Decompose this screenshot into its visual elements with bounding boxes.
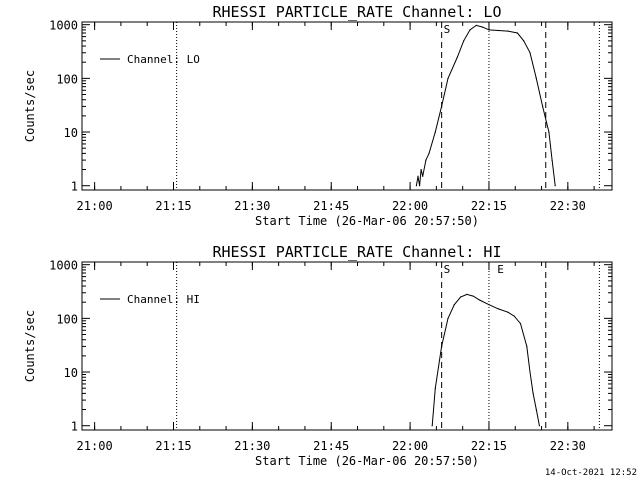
y-tick-label: 100 — [56, 312, 78, 326]
data-point — [488, 304, 490, 306]
x-tick-label: 21:00 — [77, 199, 113, 213]
data-point — [497, 308, 500, 310]
x-tick-label: 22:30 — [550, 439, 586, 453]
data-point — [441, 345, 443, 348]
data-point — [422, 175, 424, 177]
data-point — [497, 29, 500, 32]
data-point — [541, 105, 544, 108]
data-point — [475, 24, 477, 26]
x-tick-label: 21:45 — [313, 199, 349, 213]
y-axis-label: Counts/sec — [23, 70, 37, 142]
data-point — [482, 26, 484, 28]
legend-entry: Channel: HI — [127, 293, 200, 306]
chart-title: RHESSI PARTICLE_RATE Channel: HI — [213, 243, 502, 261]
data-point — [418, 185, 421, 187]
data-point — [478, 299, 481, 301]
plot-frame — [81, 21, 613, 191]
data-point — [417, 175, 419, 177]
legend-entry: Channel: LO — [127, 53, 200, 66]
plot-timestamp: 14-Oct-2021 12:52 — [544, 468, 637, 478]
x-tick-label: 22:15 — [471, 439, 507, 453]
y-axis-label: Counts/sec — [23, 310, 37, 382]
data-point — [507, 30, 509, 32]
marker-s: S — [444, 23, 451, 36]
marker-s: S — [444, 263, 451, 276]
y-tick-label: 10 — [64, 366, 78, 380]
data-point — [519, 322, 522, 325]
x-tick-label: 21:15 — [155, 439, 191, 453]
y-tick-label: 1 — [71, 420, 78, 434]
chart-title: RHESSI PARTICLE_RATE Channel: LO — [213, 3, 502, 21]
x-tick-label: 21:30 — [234, 199, 270, 213]
plot-frame — [81, 261, 613, 431]
data-point — [526, 345, 528, 348]
data-point — [535, 77, 537, 79]
data-point — [488, 29, 490, 31]
chart-panel-1: RHESSI PARTICLE_RATE Channel: LO 1 10 100 10… — [23, 3, 613, 228]
series-line — [415, 24, 556, 186]
data-point — [469, 29, 471, 31]
y-tick-label: 1 — [71, 180, 78, 194]
x-axis-label: Start Time (26-Mar-06 20:57:50) — [255, 214, 479, 228]
data-point — [463, 40, 465, 42]
data-point — [415, 185, 418, 187]
data-point — [434, 131, 436, 133]
x-tick-label: 22:30 — [550, 199, 586, 213]
x-axis-label: Start Time (26-Mar-06 20:57:50) — [255, 454, 479, 468]
data-point — [434, 387, 436, 389]
x-tick-label: 22:15 — [471, 199, 507, 213]
x-tick-label: 21:15 — [155, 199, 191, 213]
data-point — [425, 159, 427, 161]
data-point — [428, 152, 430, 154]
x-tick-label: 21:45 — [313, 439, 349, 453]
y-tick-label: 1000 — [49, 259, 78, 273]
data-point — [554, 185, 556, 187]
data-point — [453, 304, 455, 306]
data-point — [516, 32, 518, 34]
data-point — [466, 293, 468, 295]
x-tick-label: 22:00 — [392, 199, 428, 213]
data-point — [459, 296, 462, 298]
series-line — [431, 293, 540, 426]
data-point — [535, 408, 537, 411]
data-point — [538, 425, 541, 427]
chart-panel-2: RHESSI PARTICLE_RATE Channel: HI 1 10 100 10… — [23, 243, 613, 468]
x-tick-label: 21:00 — [77, 439, 113, 453]
data-point — [431, 425, 433, 427]
marker-e: E — [497, 263, 504, 276]
y-tick-label: 10 — [64, 126, 78, 140]
x-tick-label: 22:00 — [392, 439, 428, 453]
data-point — [529, 52, 531, 54]
data-point — [456, 56, 459, 58]
data-point — [447, 317, 449, 319]
data-point — [523, 40, 525, 42]
data-point — [472, 295, 474, 297]
data-point — [513, 315, 515, 317]
data-point — [551, 159, 553, 161]
data-point — [548, 131, 550, 133]
data-point — [441, 105, 443, 108]
data-point — [532, 392, 534, 394]
data-point — [507, 311, 509, 313]
y-tick-label: 1000 — [49, 19, 78, 33]
data-point — [529, 371, 531, 373]
data-point — [420, 168, 422, 171]
x-tick-label: 21:30 — [234, 439, 270, 453]
y-tick-label: 100 — [56, 72, 78, 86]
data-point — [447, 77, 449, 79]
